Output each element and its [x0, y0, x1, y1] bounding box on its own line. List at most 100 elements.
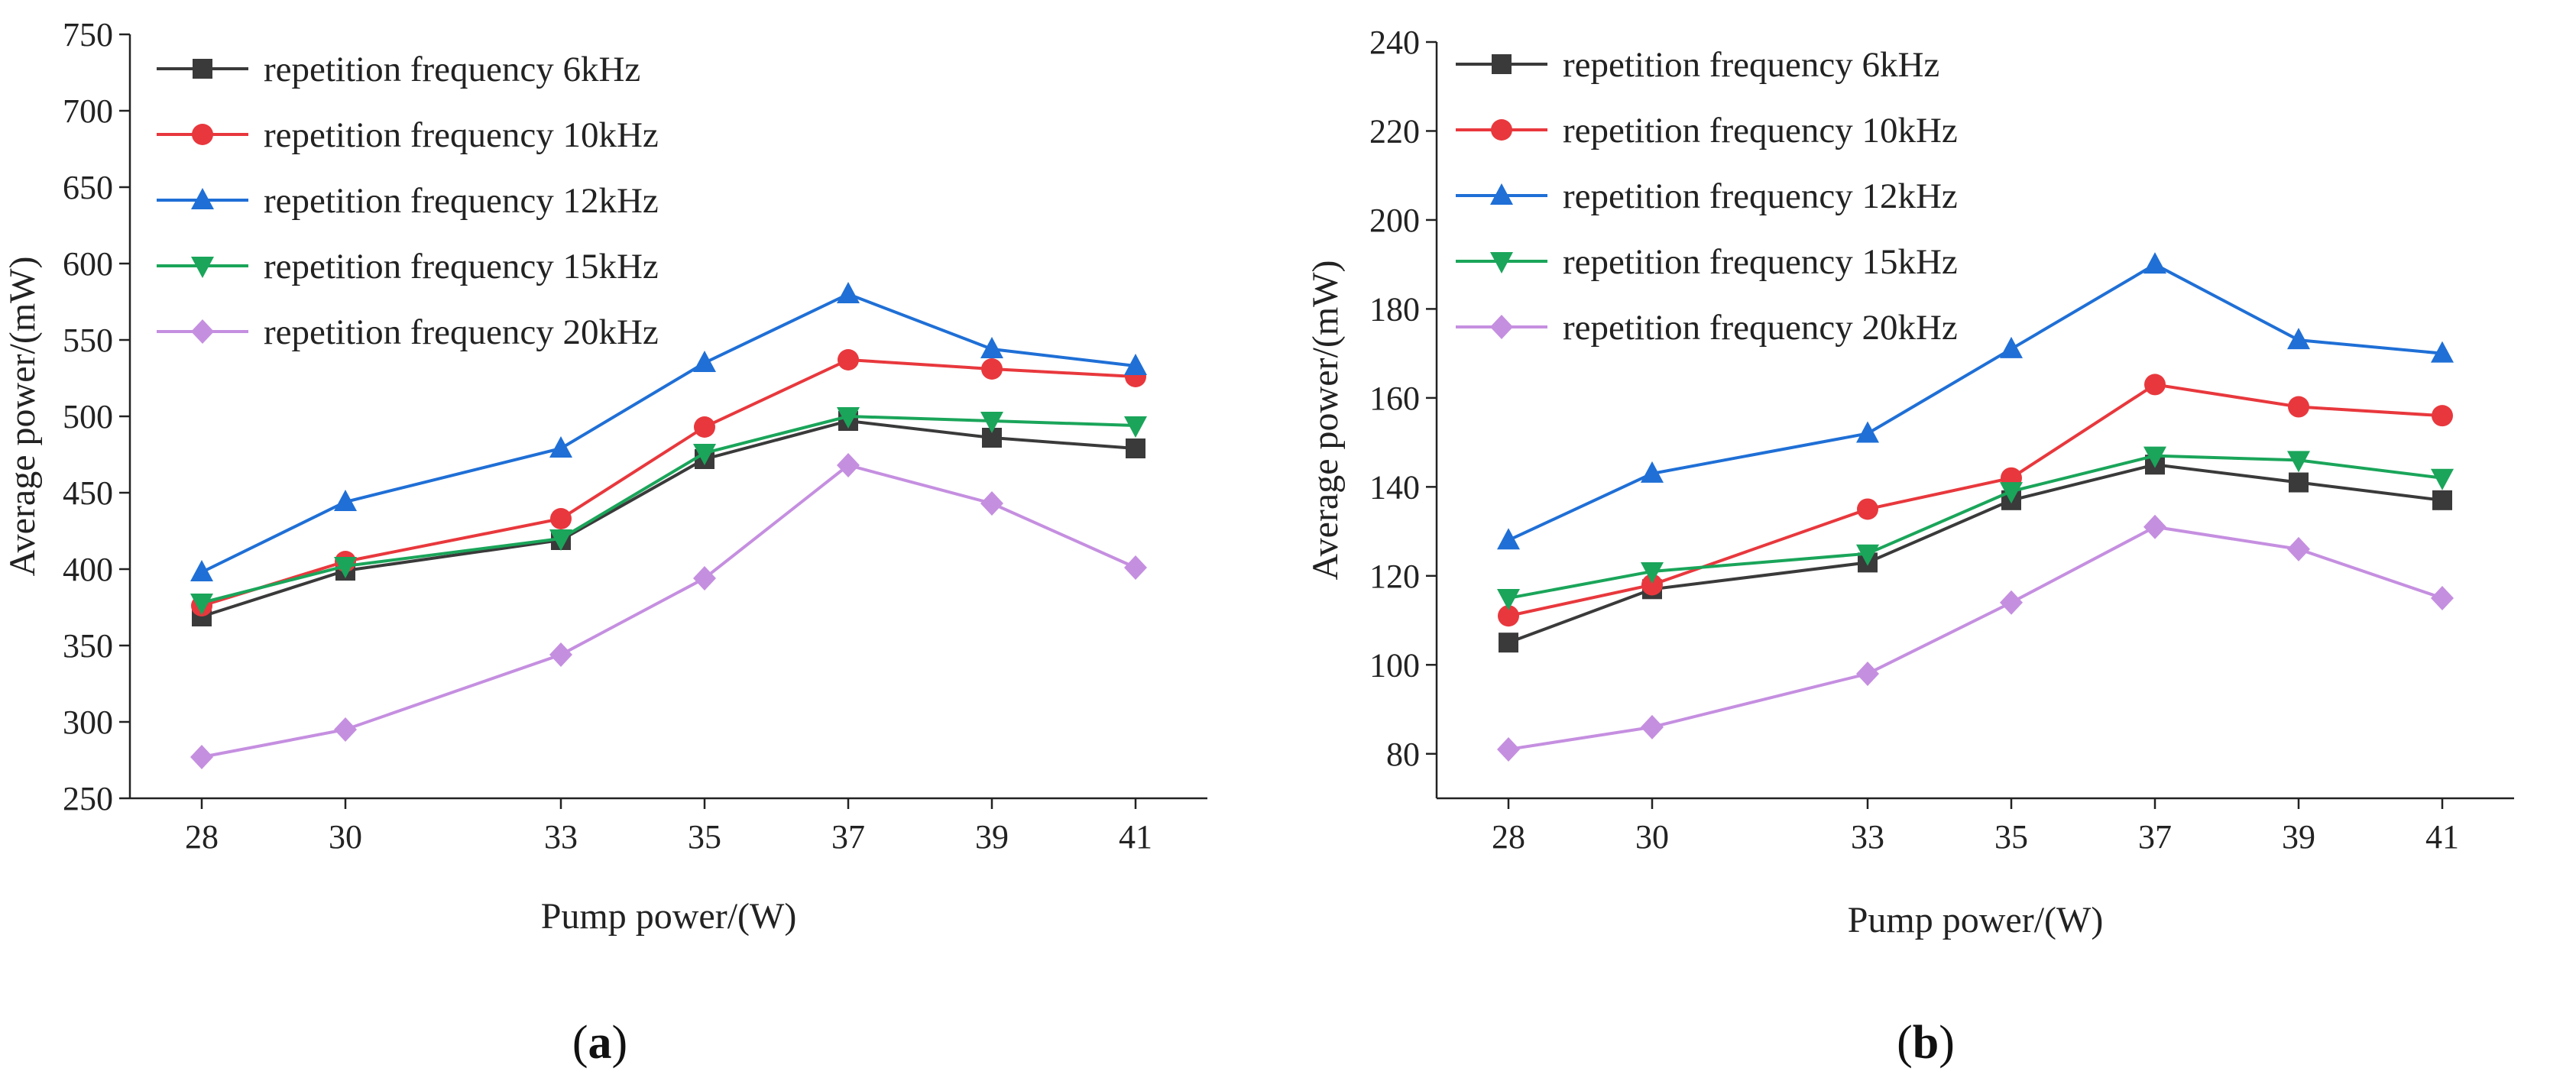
y-tick-label: 140 — [1369, 468, 1420, 506]
legend-marker — [1490, 315, 1513, 339]
legend-label: repetition frequency 20kHz — [264, 312, 659, 352]
data-point — [334, 717, 357, 742]
panel-label-letter: a — [588, 1017, 612, 1069]
y-tick-label: 200 — [1369, 202, 1420, 239]
y-tick-label: 500 — [63, 398, 113, 435]
series-0 — [192, 411, 1145, 626]
data-point — [1124, 416, 1147, 438]
data-point — [2287, 451, 2310, 473]
y-tick-label: 450 — [63, 474, 113, 512]
x-tick-label: 39 — [2282, 818, 2315, 856]
data-point — [334, 490, 357, 511]
data-point — [190, 560, 213, 581]
data-point — [981, 358, 1003, 380]
data-point — [2287, 536, 2310, 561]
x-tick-label: 33 — [544, 818, 578, 856]
data-point — [1498, 605, 1519, 627]
x-tick-label: 37 — [831, 818, 865, 856]
data-point — [2000, 482, 2023, 504]
y-tick-label: 550 — [63, 322, 113, 359]
data-point — [1124, 354, 1147, 375]
x-tick-label: 30 — [329, 818, 362, 856]
data-point — [550, 508, 572, 529]
series-3 — [1497, 446, 2454, 610]
y-tick-label: 400 — [63, 551, 113, 588]
data-point — [1641, 574, 1663, 596]
data-point — [693, 566, 716, 591]
legend-marker — [192, 124, 213, 145]
legend-label: repetition frequency 20kHz — [1563, 308, 1958, 348]
data-point — [2431, 585, 2454, 610]
y-tick-label: 160 — [1369, 380, 1420, 417]
legend-marker — [1491, 119, 1512, 141]
data-point — [2287, 328, 2310, 350]
legend-marker — [1490, 252, 1513, 273]
y-axis-title: Average power/(mW) — [2, 257, 43, 577]
legend-label: repetition frequency 10kHz — [1563, 111, 1958, 150]
data-point — [2143, 446, 2166, 468]
data-point — [838, 349, 859, 371]
data-point — [549, 436, 572, 458]
panel-label-open: ( — [1897, 1017, 1913, 1069]
data-point — [837, 407, 860, 429]
legend-label: repetition frequency 10kHz — [264, 115, 659, 155]
data-point — [1497, 588, 1520, 610]
data-point — [693, 444, 716, 465]
series-1 — [1498, 374, 2453, 627]
data-point — [2000, 590, 2023, 615]
y-tick-label: 350 — [63, 627, 113, 665]
data-point — [1497, 528, 1520, 550]
data-point — [2288, 396, 2309, 418]
legend-marker — [1490, 183, 1513, 205]
x-tick-label: 41 — [1119, 818, 1152, 856]
x-axis-title: Pump power/(W) — [541, 896, 797, 937]
y-tick-label: 220 — [1369, 112, 1420, 150]
y-tick-label: 300 — [63, 704, 113, 741]
series-3 — [190, 407, 1147, 615]
legend-label: repetition frequency 12kHz — [264, 181, 659, 221]
series-2 — [1497, 252, 2454, 550]
data-point — [1499, 633, 1518, 653]
data-point — [980, 337, 1003, 358]
x-tick-label: 33 — [1851, 818, 1884, 856]
panel-label-close: ) — [1939, 1017, 1955, 1069]
data-point — [1126, 438, 1145, 458]
data-point — [2432, 405, 2453, 427]
series-2 — [190, 282, 1147, 581]
data-point — [1641, 714, 1664, 739]
data-point — [1857, 498, 1878, 520]
x-tick-label: 35 — [688, 818, 721, 856]
panel-label: (a) — [572, 1017, 627, 1069]
data-point — [2144, 374, 2166, 396]
legend-marker — [191, 319, 214, 344]
y-tick-label: 180 — [1369, 290, 1420, 328]
x-tick-label: 28 — [185, 818, 219, 856]
data-point — [1497, 736, 1520, 762]
legend-label: repetition frequency 15kHz — [264, 247, 659, 286]
chart-panel-b: 80 100 120 140 160 180 200 220 240 28 30 33 35 37 39 41… — [1305, 24, 2514, 1069]
data-point — [2431, 341, 2454, 363]
y-tick-label: 700 — [63, 92, 113, 130]
chart-panel-a: 250 300 350 400 450 500 550 600 650 700 750 28 30 33 3… — [2, 16, 1207, 1069]
series-4 — [190, 453, 1147, 769]
series-4 — [1497, 514, 2454, 762]
data-point — [2432, 490, 2452, 510]
legend: repetition frequency 6kHz repetition freq… — [157, 50, 659, 352]
data-point — [1856, 421, 1879, 443]
data-point — [980, 412, 1003, 433]
data-point — [837, 453, 860, 477]
panel-label: (b) — [1897, 1017, 1955, 1069]
series-1 — [191, 349, 1146, 616]
y-tick-label: 650 — [63, 169, 113, 206]
data-point — [1641, 562, 1664, 584]
y-tick-label: 240 — [1369, 24, 1420, 61]
legend-marker — [191, 257, 214, 278]
legend-marker — [193, 59, 212, 79]
y-axis-title: Average power/(mW) — [1305, 260, 1346, 581]
data-point — [980, 491, 1003, 516]
y-tick-label: 250 — [63, 780, 113, 817]
y-tick-label: 100 — [1369, 646, 1420, 684]
x-tick-label: 39 — [975, 818, 1009, 856]
x-tick-label: 30 — [1635, 818, 1669, 856]
